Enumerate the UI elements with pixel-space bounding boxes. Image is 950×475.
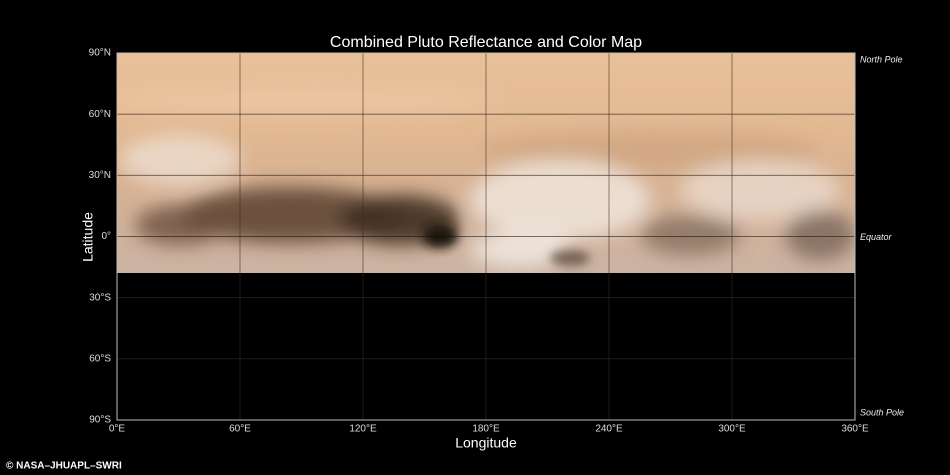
map-title: Combined Pluto Reflectance and Color Map [330, 34, 642, 51]
x-tick-label: 300°E [718, 424, 746, 435]
credit: © NASA–JHUAPL–SWRI [6, 461, 122, 472]
y-tick-label: 0° [101, 231, 111, 242]
y-tick-label: 90°S [89, 415, 111, 426]
x-tick-label: 120°E [349, 424, 377, 435]
latitude-annotation: North Pole [860, 54, 903, 64]
y-tick-label: 60°N [89, 109, 111, 120]
x-axis-label: Longitude [455, 435, 517, 451]
x-tick-label: 60°E [229, 424, 251, 435]
latitude-annotation: Equator [860, 232, 893, 242]
y-tick-label: 30°S [89, 292, 111, 303]
x-tick-label: 0°E [109, 424, 126, 435]
map-frame [116, 52, 856, 421]
x-tick-label: 180°E [472, 424, 500, 435]
y-tick-label: 30°N [89, 170, 111, 181]
latitude-annotation: South Pole [860, 407, 904, 417]
y-axis-label: Latitude [80, 212, 96, 262]
x-tick-label: 240°E [595, 424, 623, 435]
surface-imagery [117, 53, 855, 273]
y-tick-label: 90°N [89, 48, 111, 59]
y-tick-label: 60°S [89, 353, 111, 364]
x-tick-label: 360°E [841, 424, 869, 435]
